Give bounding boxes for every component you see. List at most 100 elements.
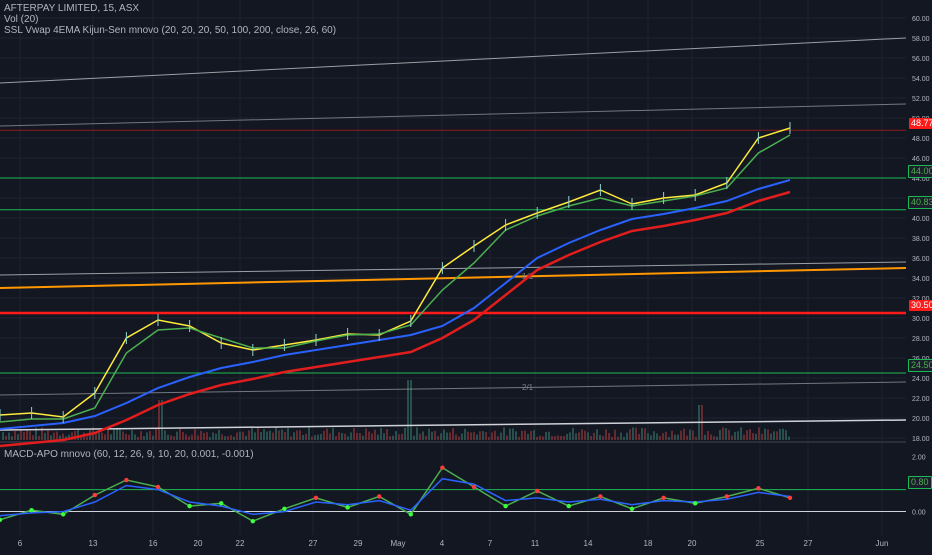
volume-bar (359, 433, 361, 440)
volume-bar (512, 428, 514, 440)
volume-bar (428, 428, 430, 440)
volume-bar (197, 435, 199, 440)
volume-bar (464, 428, 466, 440)
volume-bar (347, 436, 349, 440)
volume-bar (704, 434, 706, 440)
volume-bar (494, 430, 496, 440)
volume-bar (323, 431, 325, 440)
volume-bar (734, 431, 736, 440)
volume-bar (257, 428, 259, 440)
volume-bar (14, 431, 16, 440)
volume-bar (215, 433, 217, 440)
y-tick-label: 30.00 (912, 316, 930, 323)
volume-bar (170, 435, 172, 440)
macd-signal-dot (282, 506, 287, 512)
volume-bar (770, 433, 772, 440)
volume-bar (98, 432, 100, 440)
volume-bar (287, 428, 289, 440)
volume-bar (740, 427, 742, 440)
volume-bar (707, 430, 709, 440)
volume-bar (683, 428, 685, 440)
volume-bar (533, 430, 535, 440)
macd-signal-dot (503, 503, 508, 509)
volume-bar (74, 430, 76, 440)
volume-bar (620, 432, 622, 440)
x-tick-label: 20 (688, 539, 697, 548)
volume-bar (209, 436, 211, 440)
long-ema-line (0, 190, 791, 448)
volume-bar (722, 427, 724, 440)
volume-bar (545, 432, 547, 440)
macd-y-tick: 0.00 (912, 510, 926, 517)
channel-line-4 (0, 381, 907, 396)
x-tick-label: 18 (644, 539, 653, 548)
volume-bar (329, 433, 331, 440)
y-tick-label: 56.00 (912, 56, 930, 63)
y-tick-label: 38.00 (912, 236, 930, 243)
volume-bar (29, 431, 31, 440)
volume-bar (437, 436, 439, 440)
volume-bar (638, 433, 640, 440)
y-tick-label: 32.00 (912, 296, 930, 303)
volume-bar (656, 433, 658, 440)
y-tick-label: 52.00 (912, 96, 930, 103)
macd-signal-dot (61, 512, 66, 517)
volume-bar (233, 436, 235, 440)
volume-bar (395, 431, 397, 440)
macd-series-0 (0, 466, 791, 522)
volume-bar (590, 435, 592, 440)
volume-bar (551, 436, 553, 440)
volume-bar (113, 428, 115, 440)
volume-bar (653, 431, 655, 440)
volume-bar (611, 436, 613, 440)
volume-bar (644, 428, 646, 440)
candles (0, 122, 791, 423)
volume-bar (419, 433, 421, 440)
volume-bar (776, 431, 778, 440)
volume-bar (602, 435, 604, 440)
volume-bar (122, 431, 124, 440)
volume-bar (53, 432, 55, 440)
volume-bar (251, 427, 253, 440)
symbol-title: AFTERPAY LIMITED, 15, ASX (4, 3, 140, 14)
volume-bar (44, 432, 46, 440)
volume-bar (227, 436, 229, 440)
volume-bar (326, 428, 328, 440)
volume-bar (266, 431, 268, 440)
volume-bar (8, 432, 10, 440)
volume-bar (332, 428, 334, 440)
volume-bar (254, 432, 256, 440)
volume-bar (509, 428, 511, 440)
y-tick-label: 20.00 (912, 416, 930, 423)
channel-line-3 (0, 261, 907, 276)
volume-bar (632, 427, 634, 440)
volume-bar (128, 434, 130, 440)
volume-bar (158, 400, 160, 440)
volume-bar (263, 429, 265, 440)
macd-signal-dot (29, 507, 34, 513)
volume-bar (344, 433, 346, 440)
volume-bar (515, 431, 517, 440)
y-tick-label: 44.00 (912, 176, 930, 183)
volume-bar (269, 430, 271, 440)
volume-bar (539, 435, 541, 440)
volume-bar (161, 400, 163, 440)
volume-bar (572, 428, 574, 440)
volume-bar (416, 427, 418, 440)
volume-bar (368, 431, 370, 440)
volume-bar (581, 429, 583, 440)
volume-bar (782, 428, 784, 440)
fib-label-lower: 2/1 (522, 383, 534, 392)
x-tick-label: 27 (804, 539, 813, 548)
volume-bar (146, 432, 148, 440)
volume-bar (338, 432, 340, 440)
volume-bar (599, 434, 601, 440)
x-tick-label: 6 (18, 539, 23, 548)
macd-signal-dot (219, 501, 224, 506)
volume-bar (221, 434, 223, 440)
volume-bar (398, 434, 400, 440)
volume-bar (275, 427, 277, 440)
volume-bar (725, 428, 727, 440)
